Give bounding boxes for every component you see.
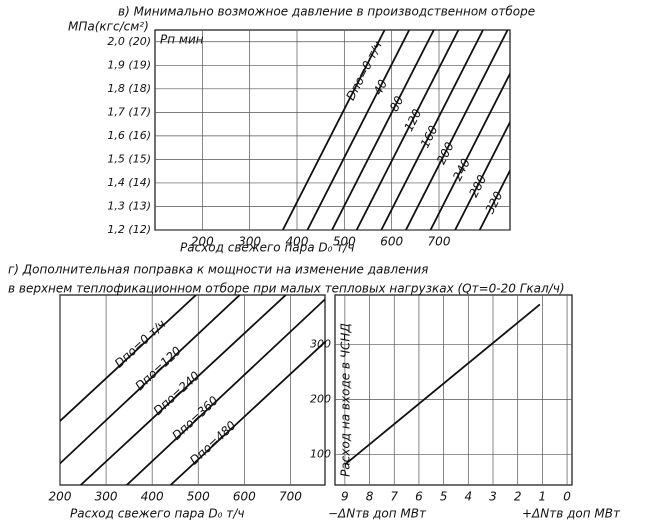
line bbox=[355, 30, 460, 230]
y-tick-label: 1,6 (16) bbox=[107, 129, 151, 142]
y-tick-label: 100 bbox=[310, 448, 331, 461]
line bbox=[405, 30, 509, 230]
x-label: Расход свежего пара D₀ т/ч bbox=[70, 507, 244, 521]
line-label: 40 bbox=[371, 77, 391, 97]
x-tick-label: 6 bbox=[415, 490, 423, 504]
y-tick-label: 1,3 (13) bbox=[107, 199, 151, 212]
line-label: 160 bbox=[418, 123, 441, 150]
x-tick-label: 300 bbox=[238, 235, 261, 249]
y-tick-label: 1,4 (14) bbox=[107, 176, 151, 189]
series-group bbox=[281, 30, 510, 230]
line-label: 200 bbox=[434, 139, 457, 166]
line bbox=[126, 298, 325, 485]
title: в) Минимально возможное давление в произ… bbox=[118, 5, 535, 19]
y-label: МПа(кгс/см²) bbox=[68, 20, 149, 34]
series-group bbox=[344, 303, 541, 466]
x-tick-label: 0 bbox=[563, 490, 571, 504]
x-tick-label: 300 bbox=[95, 490, 118, 504]
y-tick-label: 300 bbox=[310, 338, 331, 351]
x-tick-label: 600 bbox=[233, 490, 256, 504]
line-label: 120 bbox=[401, 107, 424, 134]
x-tick-label: 500 bbox=[333, 235, 356, 249]
line bbox=[281, 30, 386, 230]
y-tick-label: 1,2 (12) bbox=[107, 223, 151, 236]
y-tick-label: 1,8 (18) bbox=[107, 82, 151, 95]
y-tick-label: 1,5 (15) bbox=[107, 152, 151, 165]
x-label-2: +ΔNтв доп МВт bbox=[522, 507, 621, 521]
x-tick-label: 9 bbox=[341, 490, 349, 504]
line bbox=[60, 295, 241, 465]
plot-frame bbox=[334, 294, 573, 486]
line bbox=[344, 303, 541, 466]
line bbox=[80, 295, 287, 485]
x-tick-label: 500 bbox=[187, 490, 210, 504]
x-tick-label: 600 bbox=[380, 235, 403, 249]
line-label: 240 bbox=[450, 156, 473, 183]
x-tick-label: 4 bbox=[464, 490, 472, 504]
x-tick-label: 200 bbox=[191, 235, 214, 249]
line bbox=[331, 30, 435, 230]
line bbox=[454, 120, 510, 230]
series-group bbox=[60, 295, 325, 485]
x-tick-label: 400 bbox=[286, 235, 309, 249]
line bbox=[429, 71, 510, 230]
subtitle: в верхнем теплофикационном отборе при ма… bbox=[8, 282, 565, 296]
title: г) Дополнительная поправка к мощности на… bbox=[8, 263, 428, 277]
y-tick-label: 200 bbox=[310, 393, 331, 406]
x-label: −ΔNтв доп МВт bbox=[328, 507, 427, 521]
line-label: 320 bbox=[483, 189, 506, 216]
y-label: Расход на входе в ЧСНД bbox=[339, 323, 353, 477]
x-tick-label: 1 bbox=[539, 490, 547, 504]
y-sublabel: Pп мин bbox=[160, 33, 204, 47]
x-tick-label: 3 bbox=[489, 490, 497, 504]
line bbox=[60, 295, 197, 423]
line bbox=[380, 30, 484, 230]
line bbox=[478, 168, 510, 230]
line bbox=[169, 340, 325, 485]
x-tick-label: 400 bbox=[141, 490, 164, 504]
x-tick-label: 2 bbox=[514, 490, 522, 504]
y-tick-label: 1,9 (19) bbox=[107, 58, 151, 71]
x-tick-label: 700 bbox=[428, 235, 451, 249]
x-tick-label: 5 bbox=[440, 490, 448, 504]
x-tick-label: 8 bbox=[366, 490, 374, 504]
y-tick-label: 2,0 (20) bbox=[107, 35, 151, 48]
x-tick-label: 700 bbox=[279, 490, 302, 504]
x-label: Расход свежего пара D₀ т/ч bbox=[180, 241, 354, 255]
line bbox=[306, 30, 411, 230]
x-tick-label: 7 bbox=[390, 490, 398, 504]
y-tick-label: 1,7 (17) bbox=[107, 105, 151, 118]
line-label: 280 bbox=[466, 172, 489, 199]
x-tick-label: 200 bbox=[49, 490, 72, 504]
line-label: 80 bbox=[387, 93, 407, 113]
